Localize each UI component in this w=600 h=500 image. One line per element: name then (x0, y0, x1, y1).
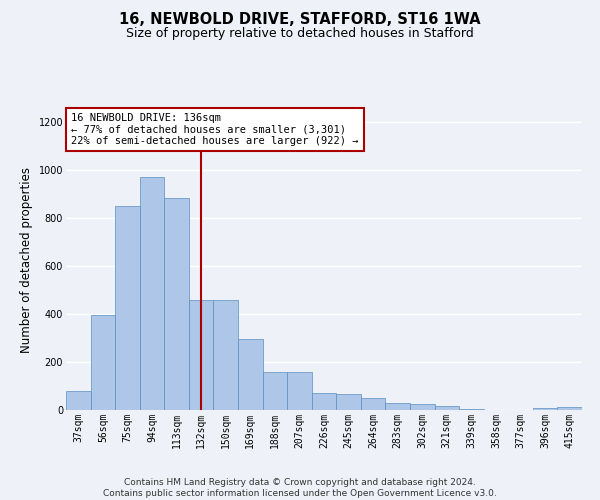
Bar (434, 406, 459, 410)
Bar (214, 300, 238, 410)
Bar (189, 300, 214, 410)
Bar (361, 398, 385, 410)
Bar (410, 404, 434, 410)
Bar (66, 391, 91, 410)
Y-axis label: Number of detached properties: Number of detached properties (20, 167, 33, 353)
Bar (312, 393, 336, 410)
Bar (557, 407, 582, 410)
Bar (140, 177, 164, 410)
Text: 16, NEWBOLD DRIVE, STAFFORD, ST16 1WA: 16, NEWBOLD DRIVE, STAFFORD, ST16 1WA (119, 12, 481, 28)
Bar (115, 206, 140, 410)
Bar (238, 339, 263, 410)
Text: 16 NEWBOLD DRIVE: 136sqm
← 77% of detached houses are smaller (3,301)
22% of sem: 16 NEWBOLD DRIVE: 136sqm ← 77% of detach… (71, 113, 359, 146)
Bar (287, 372, 312, 410)
Bar (91, 315, 115, 410)
Bar (385, 403, 410, 410)
Bar (263, 372, 287, 410)
Bar (533, 408, 557, 410)
Text: Size of property relative to detached houses in Stafford: Size of property relative to detached ho… (126, 28, 474, 40)
Text: Contains HM Land Registry data © Crown copyright and database right 2024.
Contai: Contains HM Land Registry data © Crown c… (103, 478, 497, 498)
Bar (164, 198, 189, 410)
Bar (459, 409, 484, 410)
Bar (336, 394, 361, 410)
